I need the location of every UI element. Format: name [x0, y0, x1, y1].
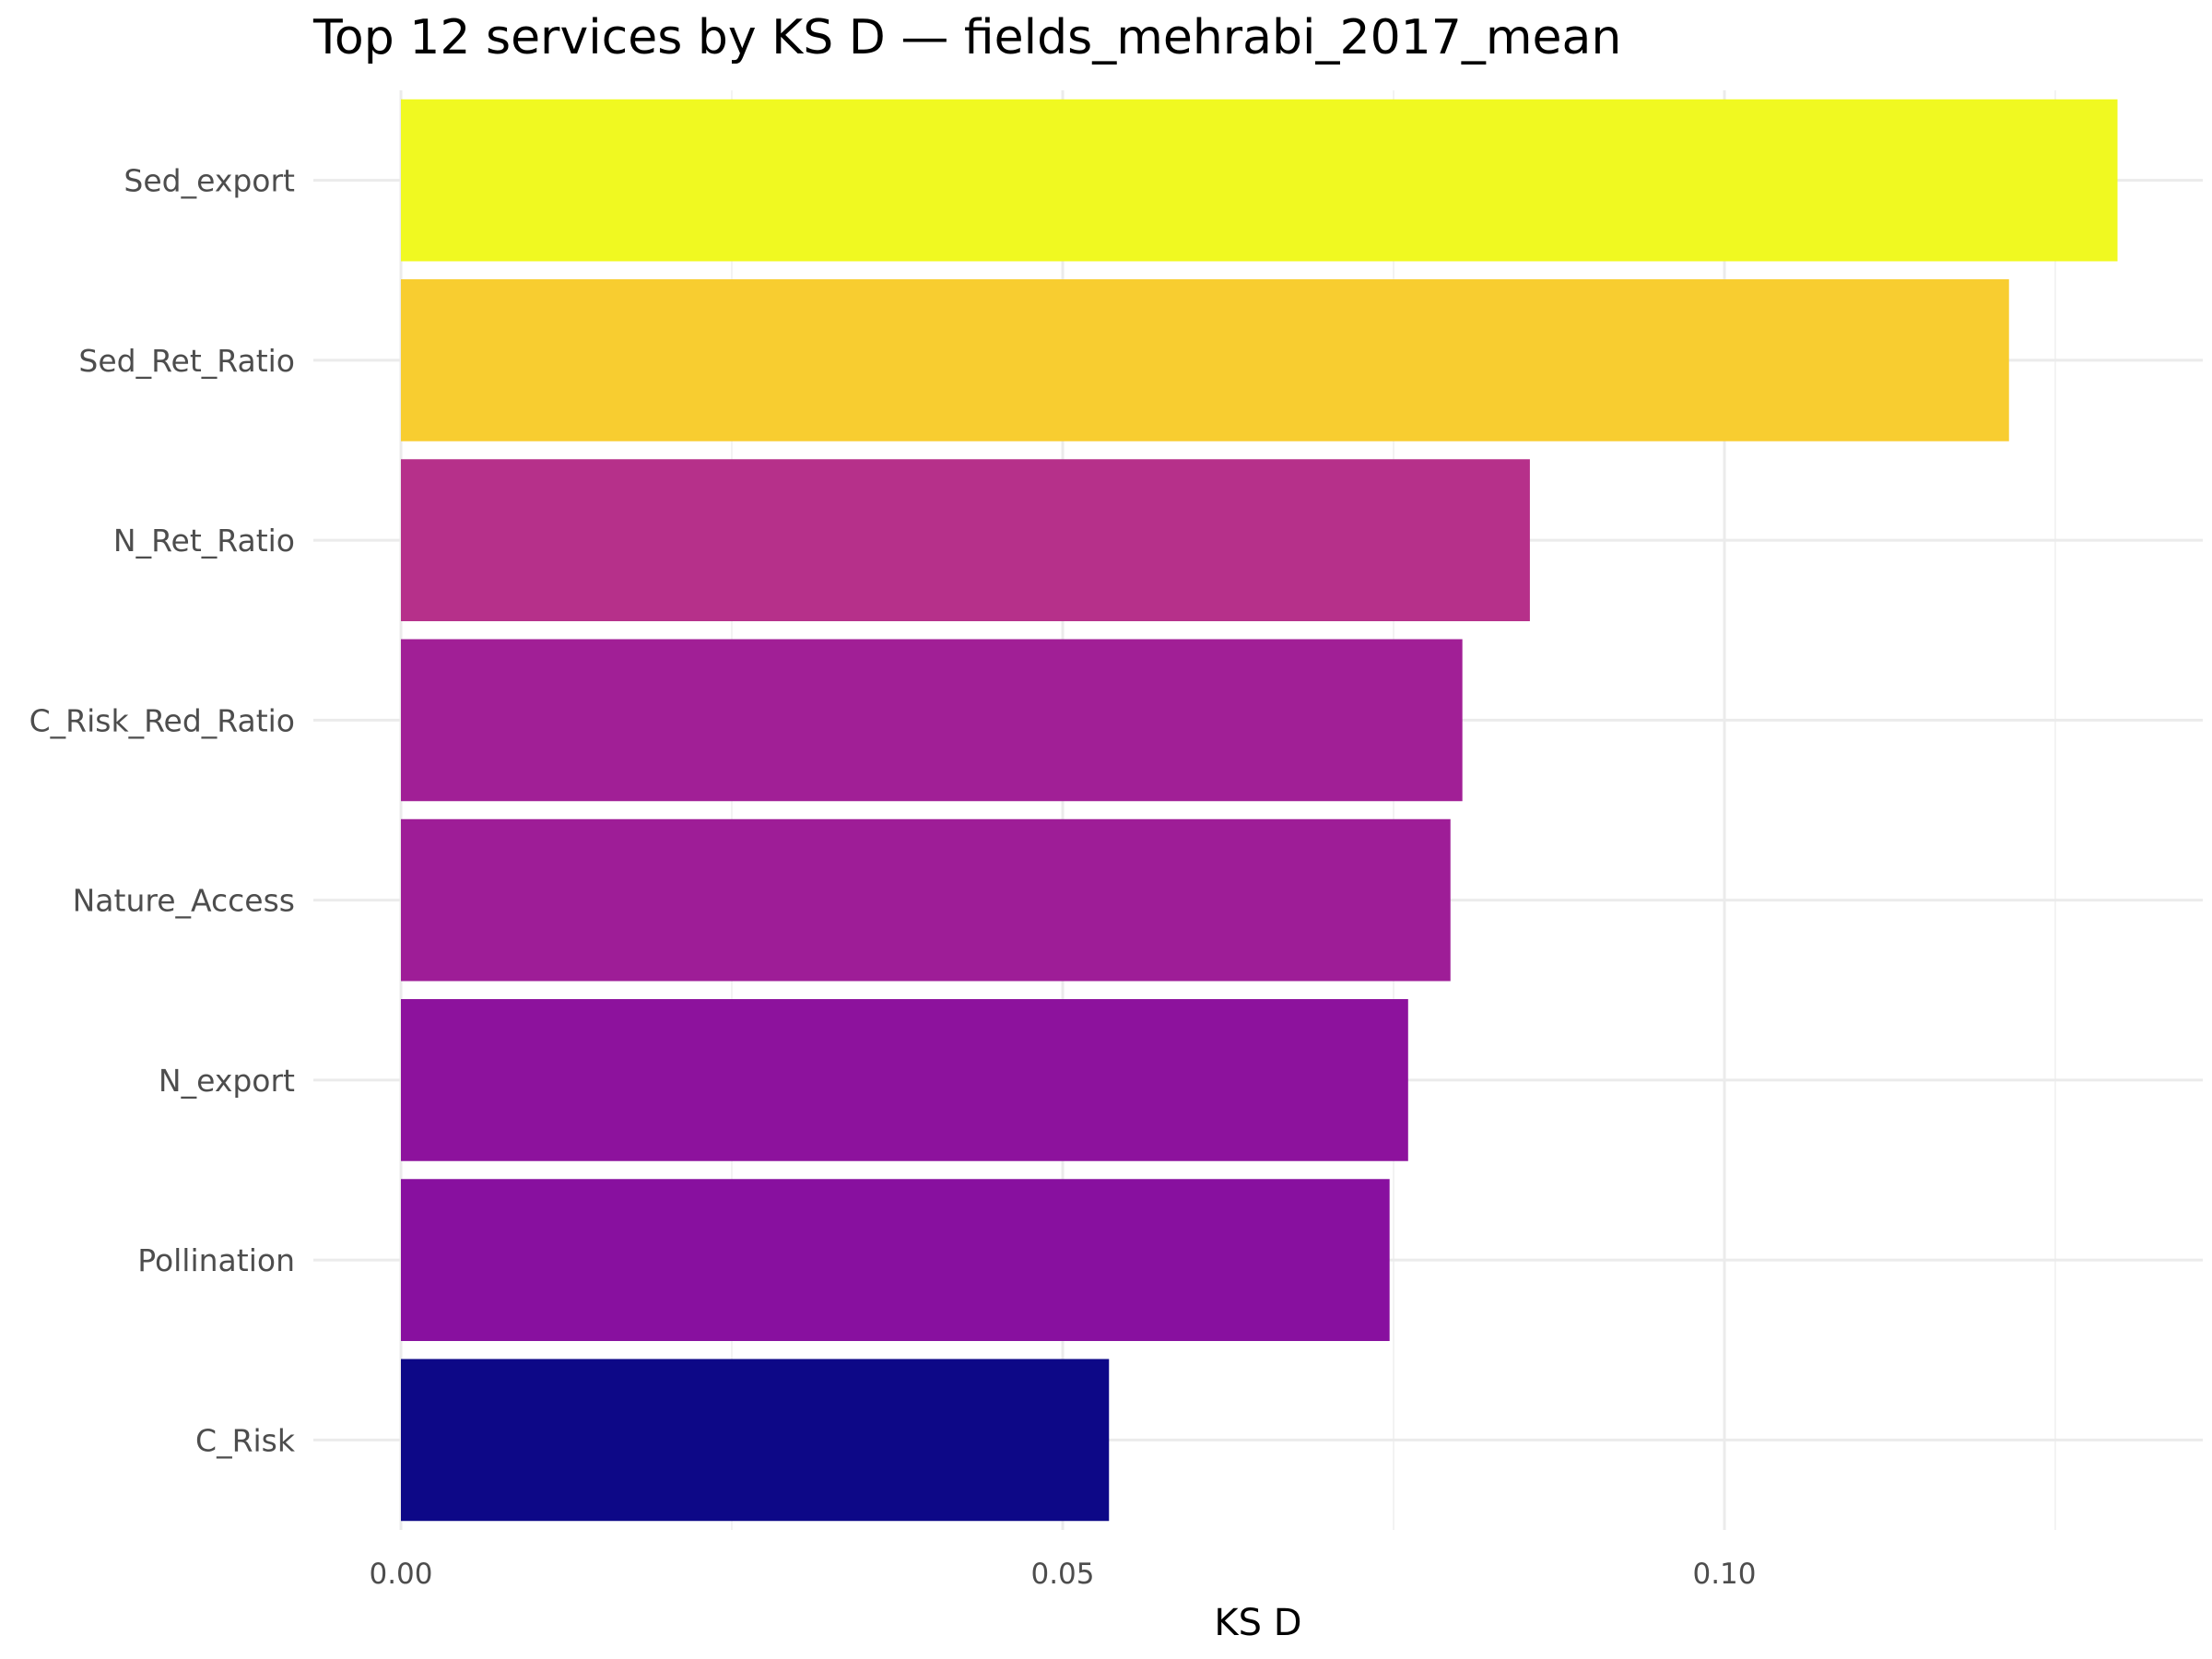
x-tick-label: 0.10: [1692, 1558, 1756, 1591]
bar-nature-access: [401, 818, 1451, 982]
y-tick-label: C_Risk: [195, 1422, 296, 1458]
bar-sed-ret-ratio: [401, 279, 2009, 441]
x-tick-label: 0.00: [369, 1558, 432, 1591]
y-tick-label: Pollination: [137, 1242, 295, 1278]
bar-n-export: [401, 999, 1408, 1161]
y-tick-label: N_Ret_Ratio: [113, 523, 295, 559]
bars: [401, 99, 2118, 1522]
y-tick-label: C_Risk_Red_Ratio: [29, 702, 295, 738]
y-tick-label: Nature_Access: [73, 883, 295, 919]
x-axis-tick-labels: 0.00 0.05 0.10: [369, 1558, 1756, 1591]
x-axis-label: KS D: [1214, 1602, 1301, 1644]
bar-c-risk: [401, 1359, 1110, 1522]
bar-pollination: [401, 1179, 1390, 1341]
bar-n-ret-ratio: [401, 459, 1530, 621]
y-tick-label: N_export: [159, 1063, 295, 1099]
y-axis-tick-labels: Sed_export Sed_Ret_Ratio N_Ret_Ratio C_Risk…: [29, 163, 296, 1459]
chart-title: Top 12 services by KS D — fields_mehrabi…: [312, 10, 1621, 65]
x-tick-label: 0.05: [1030, 1558, 1094, 1591]
bar-c-risk-red-ratio: [401, 639, 1463, 802]
bar-sed-export: [401, 99, 2118, 262]
y-tick-label: Sed_export: [124, 163, 295, 199]
y-tick-label: Sed_Ret_Ratio: [78, 343, 295, 379]
